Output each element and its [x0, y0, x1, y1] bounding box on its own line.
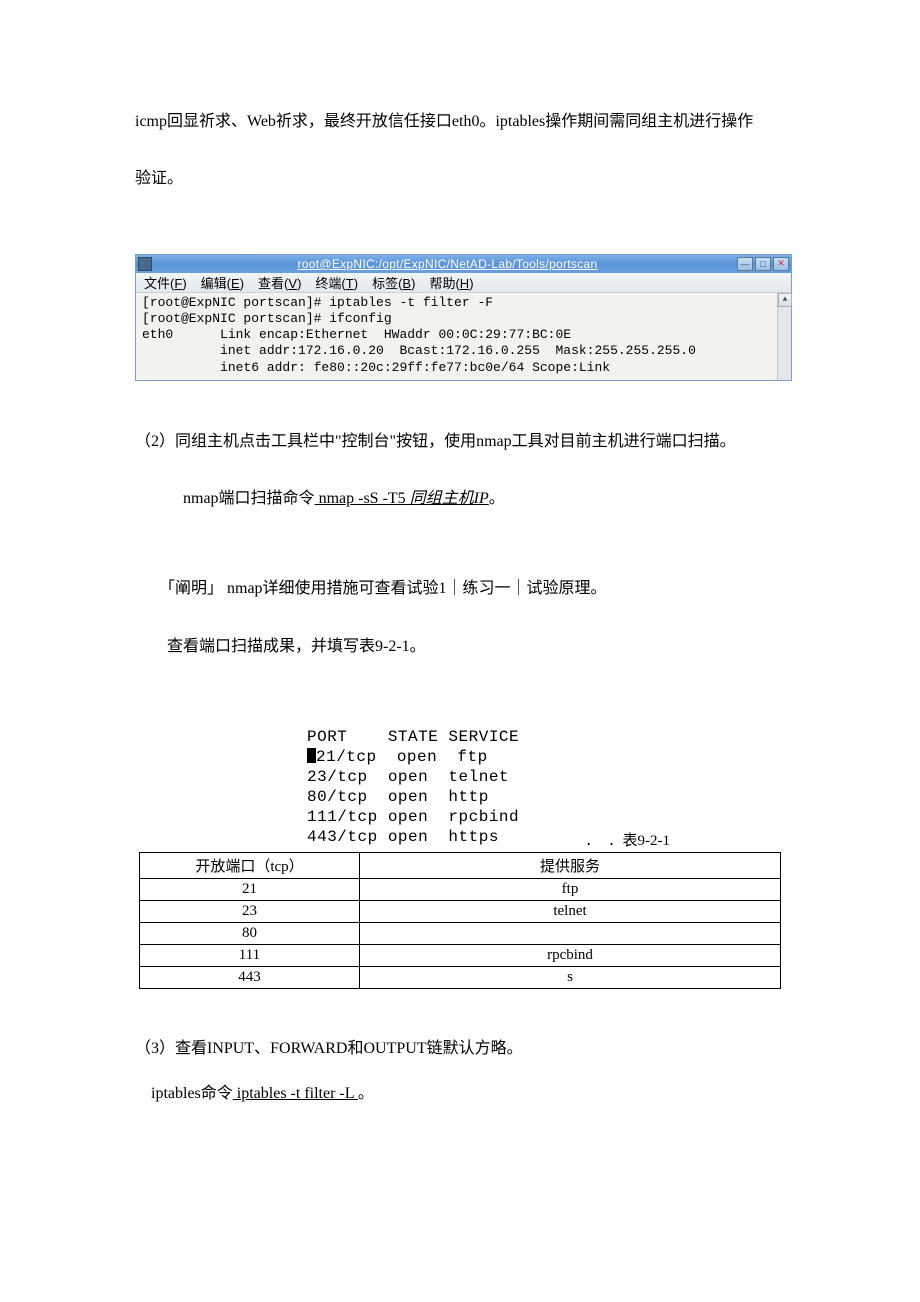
nmap-row-2: 80/tcp open http	[307, 788, 489, 806]
menu-file[interactable]: 文件(F)	[144, 273, 187, 292]
step2-p4: 查看端口扫描成果，并填写表9-2-1。	[135, 626, 785, 668]
titlebar-title: root@ExpNIC:/opt/ExpNIC/NetAD-Lab/Tools/…	[158, 257, 737, 271]
menu-tabs[interactable]: 标签(B)	[372, 273, 415, 292]
step3-p1: （3）查看INPUT、FORWARD和OUTPUT链默认方略。	[135, 1027, 785, 1072]
window-buttons: — □ ✕	[737, 257, 789, 271]
menu-edit[interactable]: 编辑(E)	[201, 273, 244, 292]
intro-line1: icmp回显祈求、Web祈求，最终开放信任接口eth0。iptables操作期间…	[135, 100, 785, 145]
nmap-row-0: 21/tcp open ftp	[316, 748, 488, 766]
menu-terminal[interactable]: 终端(T)	[315, 273, 358, 292]
scroll-up-icon[interactable]: ▲	[778, 293, 792, 307]
terminal-icon	[138, 257, 152, 271]
step3-section: （3）查看INPUT、FORWARD和OUTPUT链默认方略。 iptables…	[135, 1027, 785, 1117]
th-service: 提供服务	[360, 853, 781, 879]
menu-view[interactable]: 查看(V)	[258, 273, 301, 292]
menubar: 文件(F) 编辑(E) 查看(V) 终端(T) 标签(B) 帮助(H)	[136, 273, 791, 293]
step2-p1: （2）同组主机点击工具栏中"控制台"按钮，使用nmap工具对目前主机进行端口扫描…	[135, 421, 785, 463]
nmap-row-3: 111/tcp open rpcbind	[307, 808, 519, 826]
table-row: 80	[140, 923, 781, 945]
step2-p2: nmap端口扫描命令 nmap -sS -T5 同组主机IP。	[135, 478, 785, 520]
scrollbar[interactable]: ▲	[777, 293, 791, 380]
nmap-row-1: 23/tcp open telnet	[307, 768, 509, 786]
table-header-row: 开放端口（tcp） 提供服务	[140, 853, 781, 879]
step3-p2: iptables命令 iptables -t filter -L 。	[135, 1072, 785, 1117]
th-port: 开放端口（tcp）	[140, 853, 360, 879]
port-table: 开放端口（tcp） 提供服务 21ftp 23telnet 80 111rpcb…	[139, 852, 781, 989]
close-button[interactable]: ✕	[773, 257, 789, 271]
step2-p3: 「阐明」 nmap详细使用措施可查看试验1｜练习一｜试验原理。	[135, 568, 785, 610]
terminal-text: [root@ExpNIC portscan]# iptables -t filt…	[142, 295, 696, 375]
maximize-button[interactable]: □	[755, 257, 771, 271]
terminal-window: root@ExpNIC:/opt/ExpNIC/NetAD-Lab/Tools/…	[135, 254, 792, 381]
table-row: 111rpcbind	[140, 945, 781, 967]
step2-section: （2）同组主机点击工具栏中"控制台"按钮，使用nmap工具对目前主机进行端口扫描…	[135, 421, 785, 667]
intro-line2: 验证。	[135, 157, 785, 202]
menu-help[interactable]: 帮助(H)	[429, 273, 473, 292]
cursor-icon	[307, 748, 316, 763]
titlebar: root@ExpNIC:/opt/ExpNIC/NetAD-Lab/Tools/…	[136, 255, 791, 273]
nmap-header: PORT STATE SERVICE	[307, 728, 519, 746]
table-row: 23telnet	[140, 901, 781, 923]
minimize-button[interactable]: —	[737, 257, 753, 271]
table-row: 443s	[140, 967, 781, 989]
nmap-row-4: 443/tcp open https	[307, 828, 499, 846]
terminal-body: [root@ExpNIC portscan]# iptables -t filt…	[136, 293, 791, 380]
table-row: 21ftp	[140, 879, 781, 901]
